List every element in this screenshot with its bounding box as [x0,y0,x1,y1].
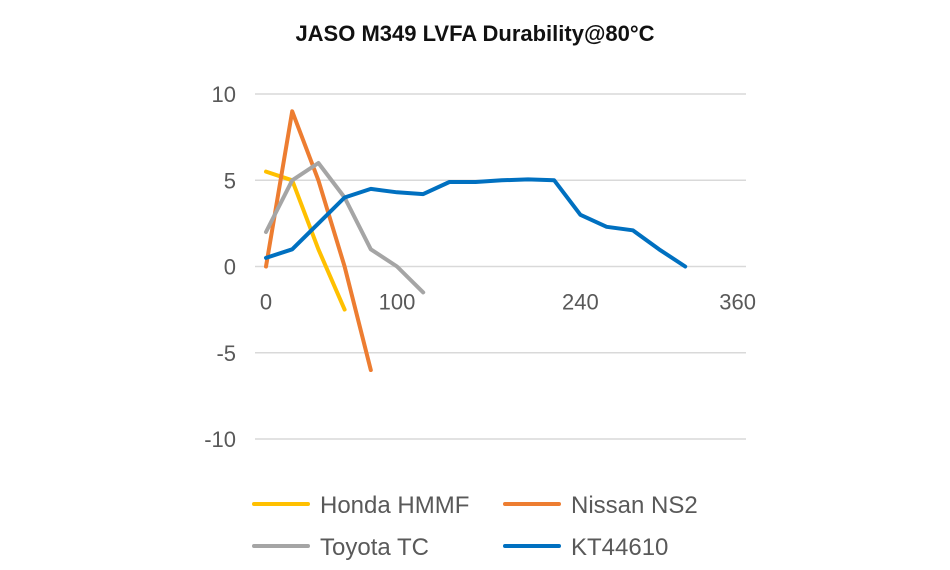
legend-label: Toyota TC [320,534,429,561]
y-tick-label: 0 [224,255,236,280]
legend-label: Nissan NS2 [571,492,698,519]
y-tick-label: -5 [216,341,236,366]
x-tick-label: 0 [260,290,272,315]
series-lines [264,109,688,372]
y-tick-label: -10 [204,427,236,452]
x-axis-ticks: 0 100 240 360 [260,290,756,315]
series-line-kt44610 [264,177,688,269]
y-tick-label: 5 [224,168,236,193]
y-tick-label: 10 [212,82,236,107]
legend-label: Honda HMMF [320,492,469,519]
y-axis-ticks: 10 5 0 -5 -10 [204,82,236,452]
legend-label: KT44610 [571,534,668,561]
x-tick-label: 100 [379,290,416,315]
chart-title: JASO M349 LVFA Durability@80°C [295,21,654,46]
series-line-nissan-ns2 [264,109,373,372]
series-line-honda-hmmf [264,169,347,312]
gridlines [255,93,746,440]
x-tick-label: 360 [719,290,756,315]
legend: Honda HMMF Nissan NS2 Toyota TC KT44610 [252,492,698,561]
x-tick-label: 240 [562,290,599,315]
